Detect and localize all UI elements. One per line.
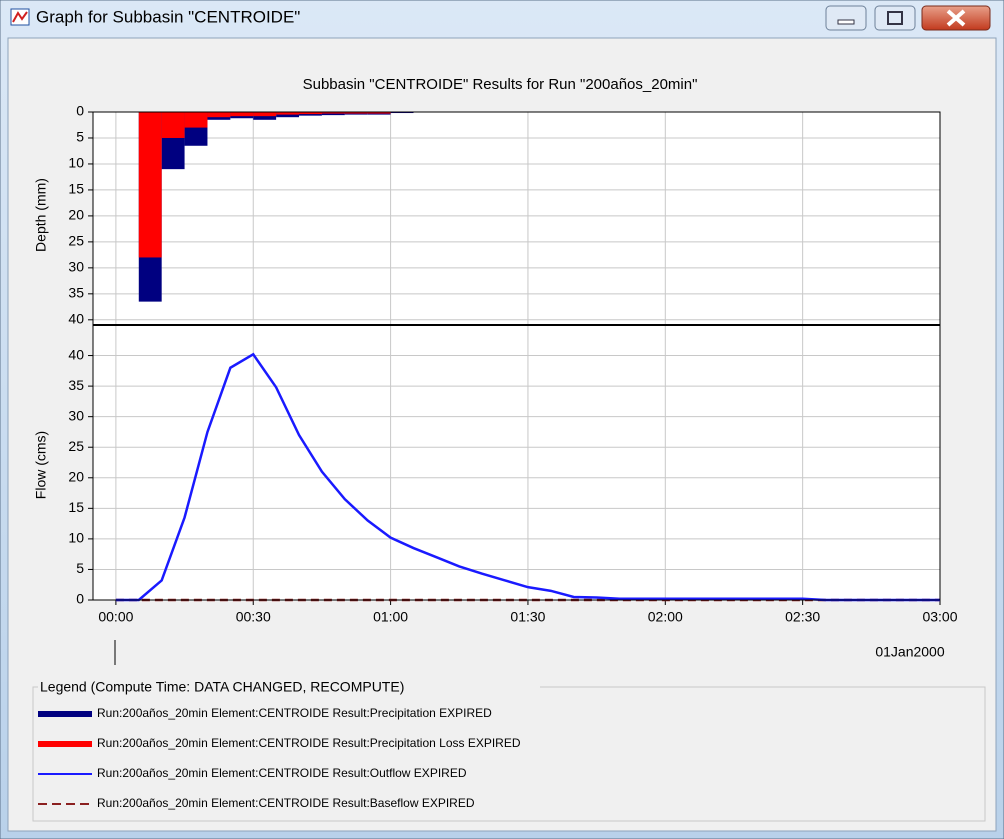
legend-label: Run:200años_20min Element:CENTROIDE Resu… [97,796,475,810]
app-icon-glyph [12,11,28,23]
x-tick-label: 02:00 [648,609,683,625]
legend-label: Run:200años_20min Element:CENTROIDE Resu… [97,766,467,780]
y-tick-label: 15 [68,499,84,515]
maximize-glyph [887,11,903,25]
bar [207,112,231,118]
bar [321,112,345,114]
y-tick-label: 30 [68,259,84,275]
legend-title-bg [38,679,540,695]
date-label: 01Jan2000 [875,644,945,660]
y-tick-label: 35 [68,285,84,301]
maximize-button[interactable] [874,5,916,31]
x-tick-label: 01:30 [510,609,545,625]
y-tick-label: 20 [68,468,84,484]
bar [344,112,368,114]
bar [138,112,162,258]
y-tick-label: 25 [68,233,84,249]
y-tick-label: 15 [68,181,84,197]
y-tick-label: 40 [68,311,84,327]
y-tick-label: 0 [76,103,84,119]
bar [367,112,391,114]
legend-label: Run:200años_20min Element:CENTROIDE Resu… [97,736,521,750]
y-tick-label: 10 [68,530,84,546]
legend-title: Legend (Compute Time: DATA CHANGED, RECO… [40,679,404,695]
y-axis-label: Depth (mm) [33,178,49,252]
x-tick-label: 02:30 [785,609,820,625]
x-tick-label: 01:00 [373,609,408,625]
bar [299,112,322,115]
y-tick-label: 0 [76,591,84,607]
y-tick-label: 5 [76,129,84,145]
y-tick-label: 40 [68,346,84,362]
line [115,352,940,602]
bar [184,112,208,128]
y-tick-label: 10 [68,155,84,171]
x-tick-label: 03:00 [922,609,957,625]
x-tick-label: 00:30 [236,609,271,625]
minimize-glyph [837,19,855,25]
y-tick-label: 30 [68,407,84,423]
bar [230,112,254,117]
bar [253,112,277,117]
bar [161,112,185,138]
close-glyph [946,9,966,27]
minimize-button[interactable] [825,5,867,31]
plot-border [92,111,941,601]
y-tick-label: 35 [68,377,84,393]
y-tick-label: 25 [68,438,84,454]
plots: 00:00 00:30 01:00 01:30 02:00 02:30 03:00 0 5 10 1… [68,103,957,625]
y-axis-label: Flow (cms) [33,431,49,499]
y-tick-label: 5 [76,560,84,576]
chart-title: Subbasin "CENTROIDE" Results for Run "20… [303,76,698,93]
window-title: Graph for Subbasin "CENTROIDE" [36,7,300,26]
x-tick-label: 00:00 [98,609,133,625]
y-tick-label: 20 [68,207,84,223]
bar [276,112,300,115]
legend-label: Run:200años_20min Element:CENTROIDE Resu… [97,706,492,720]
bar [390,112,414,114]
